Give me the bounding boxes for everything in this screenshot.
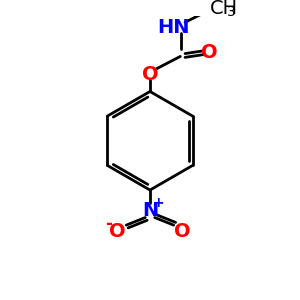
Text: CH: CH	[210, 0, 238, 18]
Text: O: O	[110, 222, 126, 241]
Text: -: -	[105, 215, 112, 233]
Text: HN: HN	[158, 17, 190, 37]
Text: O: O	[201, 43, 218, 62]
Text: O: O	[142, 65, 158, 84]
Text: +: +	[153, 196, 164, 210]
Text: 3: 3	[227, 5, 236, 19]
Text: N: N	[142, 201, 158, 220]
Text: O: O	[174, 222, 190, 241]
